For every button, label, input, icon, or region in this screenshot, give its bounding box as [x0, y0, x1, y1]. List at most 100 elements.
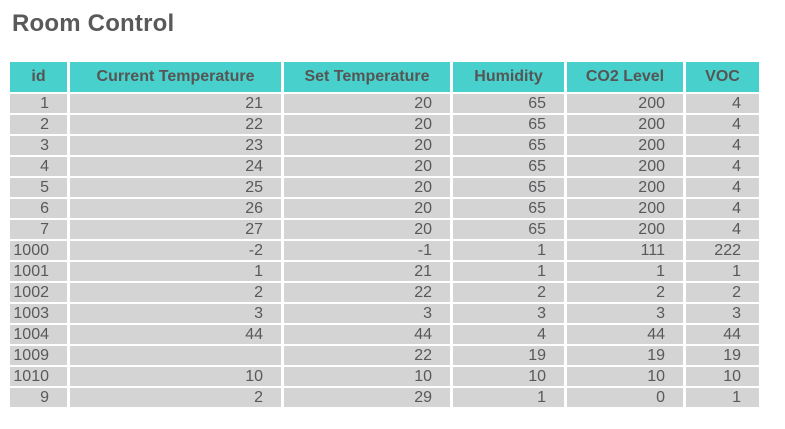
cell-voc: 4	[686, 115, 759, 134]
cell-humidity: 65	[453, 178, 564, 197]
cell-id: 1010	[10, 367, 67, 386]
cell-humidity: 1	[453, 388, 564, 407]
cell-set-temperature: 20	[284, 94, 450, 113]
cell-co2-level: 19	[567, 346, 683, 365]
cell-co2-level: 200	[567, 157, 683, 176]
cell-voc: 222	[686, 241, 759, 260]
cell-set-temperature: 44	[284, 325, 450, 344]
cell-current-temperature: 3	[70, 304, 281, 323]
cell-id: 1003	[10, 304, 67, 323]
cell-humidity: 65	[453, 199, 564, 218]
column-header-voc: VOC	[686, 62, 759, 92]
cell-co2-level: 200	[567, 115, 683, 134]
cell-voc: 4	[686, 136, 759, 155]
column-header-current-temperature: Current Temperature	[70, 62, 281, 92]
cell-voc: 2	[686, 283, 759, 302]
cell-voc: 4	[686, 220, 759, 239]
cell-humidity: 65	[453, 136, 564, 155]
cell-voc: 4	[686, 178, 759, 197]
cell-humidity: 65	[453, 115, 564, 134]
column-header-id: id	[10, 62, 67, 92]
cell-set-temperature: 22	[284, 346, 450, 365]
cell-current-temperature: -2	[70, 241, 281, 260]
cell-id: 2	[10, 115, 67, 134]
cell-current-temperature: 21	[70, 94, 281, 113]
cell-set-temperature: -1	[284, 241, 450, 260]
cell-id: 1004	[10, 325, 67, 344]
cell-humidity: 4	[453, 325, 564, 344]
cell-current-temperature: 22	[70, 115, 281, 134]
cell-voc: 3	[686, 304, 759, 323]
table-row: 7 27 20 65 200 4	[10, 220, 759, 239]
cell-set-temperature: 20	[284, 199, 450, 218]
cell-current-temperature: 23	[70, 136, 281, 155]
cell-co2-level: 200	[567, 94, 683, 113]
table-row: 4 24 20 65 200 4	[10, 157, 759, 176]
cell-co2-level: 2	[567, 283, 683, 302]
cell-co2-level: 200	[567, 136, 683, 155]
cell-humidity: 10	[453, 367, 564, 386]
cell-id: 1002	[10, 283, 67, 302]
table-row: 1003 3 3 3 3 3	[10, 304, 759, 323]
cell-voc: 4	[686, 157, 759, 176]
cell-id: 9	[10, 388, 67, 407]
column-header-humidity: Humidity	[453, 62, 564, 92]
table-row: 6 26 20 65 200 4	[10, 199, 759, 218]
cell-voc: 1	[686, 262, 759, 281]
cell-humidity: 3	[453, 304, 564, 323]
cell-set-temperature: 20	[284, 220, 450, 239]
table-row: 9 2 29 1 0 1	[10, 388, 759, 407]
table-row: 1010 10 10 10 10 10	[10, 367, 759, 386]
cell-voc: 4	[686, 199, 759, 218]
room-table-body: 1 21 20 65 200 4 2 22 20 65 200 4 3 23 20 65 200 4 4 24 20 65…	[10, 94, 759, 407]
column-header-set-temperature: Set Temperature	[284, 62, 450, 92]
cell-current-temperature: 10	[70, 367, 281, 386]
room-control-page: Room Control id Current Temperature Set Te…	[0, 10, 785, 429]
cell-humidity: 1	[453, 241, 564, 260]
cell-current-temperature	[70, 346, 281, 365]
column-header-co2-level: CO2 Level	[567, 62, 683, 92]
cell-id: 4	[10, 157, 67, 176]
table-row: 1004 44 44 4 44 44	[10, 325, 759, 344]
table-row: 5 25 20 65 200 4	[10, 178, 759, 197]
cell-id: 1001	[10, 262, 67, 281]
cell-current-temperature: 2	[70, 283, 281, 302]
cell-current-temperature: 26	[70, 199, 281, 218]
cell-voc: 1	[686, 388, 759, 407]
cell-set-temperature: 20	[284, 178, 450, 197]
cell-co2-level: 1	[567, 262, 683, 281]
cell-humidity: 65	[453, 157, 564, 176]
cell-co2-level: 200	[567, 178, 683, 197]
cell-current-temperature: 2	[70, 388, 281, 407]
cell-co2-level: 3	[567, 304, 683, 323]
cell-set-temperature: 20	[284, 136, 450, 155]
cell-co2-level: 111	[567, 241, 683, 260]
cell-co2-level: 0	[567, 388, 683, 407]
cell-co2-level: 200	[567, 220, 683, 239]
cell-current-temperature: 44	[70, 325, 281, 344]
cell-humidity: 1	[453, 262, 564, 281]
cell-set-temperature: 21	[284, 262, 450, 281]
cell-co2-level: 200	[567, 199, 683, 218]
table-row: 3 23 20 65 200 4	[10, 136, 759, 155]
cell-id: 7	[10, 220, 67, 239]
cell-set-temperature: 10	[284, 367, 450, 386]
table-row: 1000 -2 -1 1 111 222	[10, 241, 759, 260]
header-row: id Current Temperature Set Temperature Humi…	[10, 62, 759, 92]
cell-co2-level: 10	[567, 367, 683, 386]
cell-set-temperature: 3	[284, 304, 450, 323]
cell-set-temperature: 29	[284, 388, 450, 407]
table-row: 1002 2 22 2 2 2	[10, 283, 759, 302]
cell-humidity: 65	[453, 94, 564, 113]
cell-id: 3	[10, 136, 67, 155]
cell-current-temperature: 1	[70, 262, 281, 281]
table-row: 2 22 20 65 200 4	[10, 115, 759, 134]
cell-id: 1	[10, 94, 67, 113]
cell-co2-level: 44	[567, 325, 683, 344]
cell-id: 1009	[10, 346, 67, 365]
cell-id: 5	[10, 178, 67, 197]
room-table-header: id Current Temperature Set Temperature Humi…	[10, 62, 759, 92]
cell-voc: 44	[686, 325, 759, 344]
cell-id: 6	[10, 199, 67, 218]
cell-humidity: 19	[453, 346, 564, 365]
